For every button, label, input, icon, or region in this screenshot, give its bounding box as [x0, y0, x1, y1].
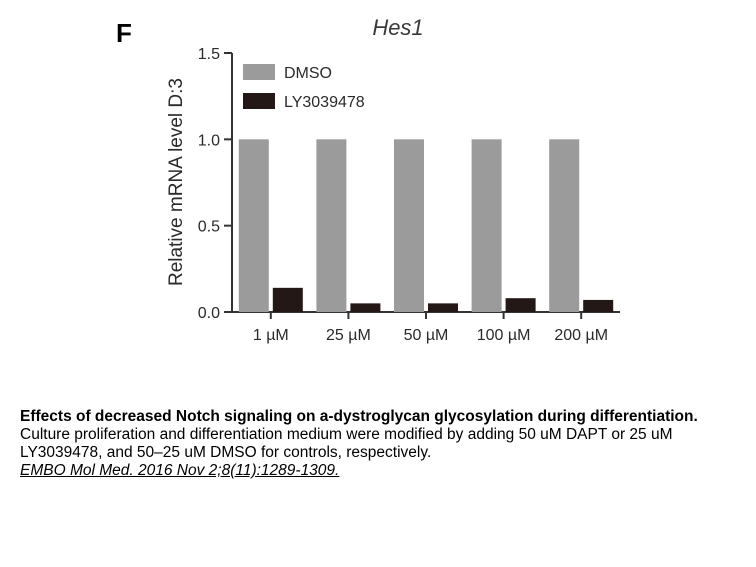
- y-tick-label: 0.5: [198, 219, 220, 236]
- bar-dmso: [316, 139, 347, 312]
- caption-title: Effects of decreased Notch signaling on …: [20, 408, 698, 425]
- x-tick-label: 200 µM: [554, 327, 608, 344]
- panel-letter: F: [116, 18, 132, 48]
- legend-label-dmso: DMSO: [284, 65, 332, 82]
- bar-dmso: [238, 139, 269, 312]
- legend: DMSO LY3039478: [243, 64, 365, 111]
- legend-label-ly3039478: LY3039478: [284, 94, 365, 111]
- legend-swatch-dmso: [243, 64, 275, 80]
- x-tick-label: 25 µM: [326, 327, 371, 344]
- caption-citation[interactable]: EMBO Mol Med. 2016 Nov 2;8(11):1289-1309…: [20, 462, 340, 479]
- legend-swatch-ly3039478: [243, 93, 275, 109]
- axes: 0.0 0.5 1.0 1.5 1 µM 25 µM 50 µM 100 µM 200 µM: [198, 46, 620, 344]
- x-tick-label: 1 µM: [253, 327, 289, 344]
- bars: [238, 139, 614, 312]
- bar-ly3039478: [583, 299, 614, 312]
- x-tick-label: 100 µM: [477, 327, 531, 344]
- bar-ly3039478: [272, 287, 303, 312]
- bar-chart: F Hes1 Relative mRNA level D:3 0.0 0.5 1.0…: [116, 15, 620, 344]
- bar-ly3039478: [428, 303, 458, 312]
- y-axis-label: Relative mRNA level D:3: [166, 78, 187, 286]
- y-tick-label: 1.5: [198, 46, 220, 63]
- figure-caption: Effects of decreased Notch signaling on …: [20, 408, 750, 480]
- y-tick-label: 0.0: [198, 305, 220, 322]
- caption-body: Culture proliferation and differentiatio…: [20, 426, 673, 461]
- bar-dmso: [394, 139, 424, 312]
- bar-ly3039478: [350, 303, 381, 312]
- chart-title: Hes1: [372, 15, 423, 40]
- y-tick-label: 1.0: [198, 132, 220, 149]
- bar-dmso: [549, 139, 580, 312]
- bar-dmso: [471, 139, 502, 312]
- x-tick-label: 50 µM: [404, 327, 449, 344]
- bar-ly3039478: [505, 298, 536, 312]
